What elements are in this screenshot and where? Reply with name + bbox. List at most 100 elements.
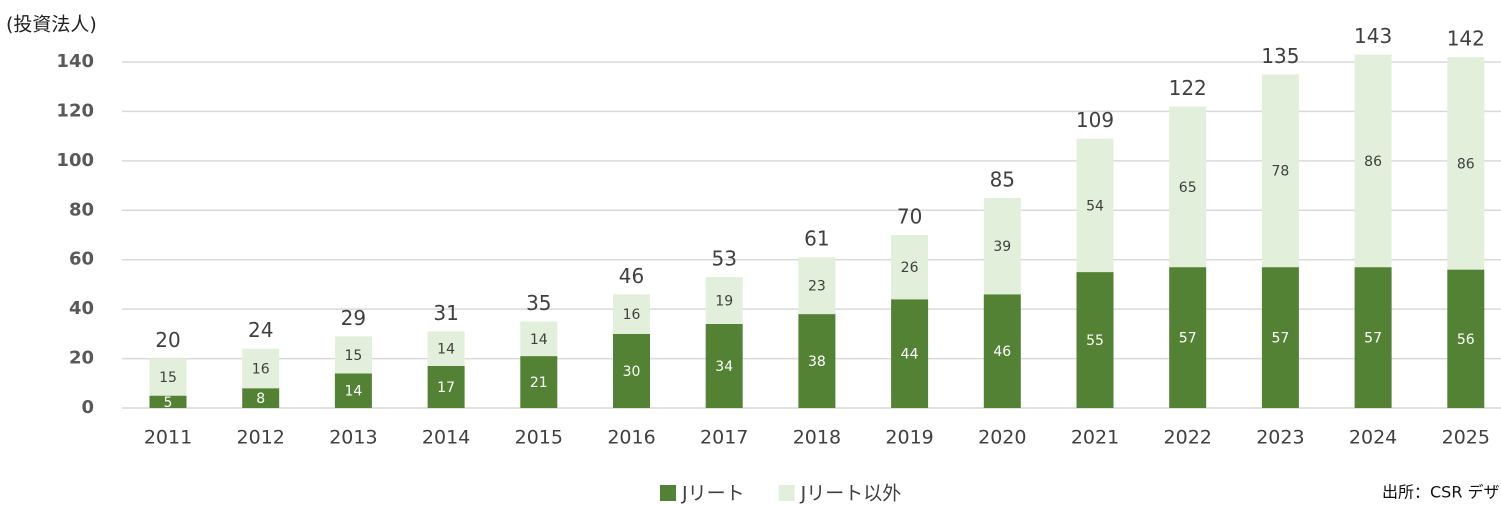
data-label: 30 — [623, 364, 641, 380]
y-tick-label: 80 — [69, 199, 94, 220]
y-tick-label: 100 — [56, 150, 94, 171]
x-tick-label: 2017 — [700, 427, 748, 449]
legend-label: Jリート — [681, 483, 745, 505]
data-label: 38 — [808, 354, 826, 370]
data-label: 15 — [344, 348, 362, 364]
bar-segment — [520, 321, 558, 357]
bar-segment — [427, 331, 465, 366]
bar-segment — [242, 388, 280, 408]
x-tick-label: 2015 — [515, 427, 563, 449]
x-tick-label: 2018 — [793, 427, 841, 449]
bar-segment — [149, 395, 187, 408]
data-label: 16 — [252, 361, 270, 377]
data-label: 56 — [1457, 332, 1475, 348]
x-tick-label: 2019 — [885, 427, 933, 449]
data-label: 39 — [993, 239, 1011, 255]
total-label: 109 — [1076, 108, 1114, 132]
data-label: 23 — [808, 279, 826, 295]
x-tick-label: 2020 — [978, 427, 1026, 449]
x-tick-label: 2023 — [1256, 427, 1304, 449]
legend-swatch — [778, 485, 795, 501]
total-label: 31 — [433, 301, 458, 325]
legend-swatch — [660, 485, 676, 501]
bar-segment — [1261, 267, 1299, 408]
x-tick-label: 2016 — [607, 427, 655, 449]
data-label: 5 — [164, 395, 173, 411]
total-label: 70 — [897, 205, 922, 229]
data-label: 8 — [256, 391, 265, 407]
total-label: 135 — [1261, 44, 1299, 68]
bar-segment — [705, 277, 743, 324]
data-label: 44 — [901, 347, 919, 363]
bar-segment — [1169, 267, 1207, 408]
total-label: 61 — [804, 227, 829, 251]
x-tick-label: 2024 — [1349, 427, 1397, 449]
total-label: 46 — [619, 264, 644, 288]
total-label: 35 — [526, 291, 551, 315]
bar-segment — [705, 323, 743, 408]
x-tick-label: 2012 — [237, 427, 285, 449]
bar-segment — [1076, 272, 1114, 408]
bar-segment — [1447, 269, 1485, 408]
data-label: 14 — [344, 384, 362, 400]
data-label: 17 — [437, 380, 455, 396]
data-label: 16 — [623, 307, 641, 323]
total-label: 20 — [155, 328, 180, 352]
y-tick-label: 120 — [56, 100, 94, 121]
data-label: 21 — [530, 375, 548, 391]
bar-segment — [798, 314, 836, 408]
data-label: 34 — [715, 359, 733, 375]
bar-segment — [1076, 138, 1114, 273]
total-label: 122 — [1169, 76, 1207, 100]
bar-segment — [520, 356, 558, 408]
total-label: 85 — [990, 167, 1015, 191]
total-label: 24 — [248, 318, 273, 342]
source: 出所：CSR デザイ — [1382, 483, 1501, 502]
x-tick-label: 2011 — [144, 427, 192, 449]
data-label: 54 — [1086, 198, 1104, 214]
bar-segment — [613, 333, 650, 408]
data-label: 15 — [159, 370, 177, 386]
bar-segment — [427, 365, 465, 408]
total-label: 142 — [1447, 27, 1485, 51]
bar-segment — [613, 294, 650, 334]
total-label: 143 — [1354, 24, 1392, 48]
data-label: 57 — [1179, 331, 1197, 347]
x-tick-label: 2022 — [1164, 427, 1212, 449]
bar-segment — [1261, 74, 1299, 268]
legend-label: Jリート以外 — [800, 483, 902, 505]
data-label: 26 — [901, 260, 919, 276]
data-label: 14 — [530, 332, 548, 348]
data-label: 55 — [1086, 333, 1104, 349]
bar-segment — [334, 373, 372, 408]
y-tick-label: 60 — [69, 249, 94, 270]
bar-segment — [1169, 106, 1207, 268]
bar-segment — [891, 299, 929, 408]
y-tick-label: 40 — [69, 298, 94, 319]
bar-segment — [1354, 267, 1392, 408]
total-label: 29 — [341, 306, 366, 330]
x-tick-label: 2013 — [329, 427, 377, 449]
bar-segment — [149, 358, 187, 396]
data-label: 86 — [1364, 154, 1382, 170]
bar-segment — [983, 294, 1021, 408]
y-tick-label: 0 — [81, 397, 94, 418]
bar-segment — [891, 235, 929, 300]
bar-segment — [798, 257, 836, 315]
data-label: 65 — [1179, 180, 1197, 196]
y-tick-label: 20 — [69, 348, 94, 369]
x-tick-label: 2014 — [422, 427, 470, 449]
bar-segment — [334, 336, 372, 374]
data-label: 57 — [1364, 331, 1382, 347]
bar-segment — [1447, 57, 1485, 270]
data-label: 14 — [437, 342, 455, 358]
bar-segment — [1354, 54, 1392, 268]
data-label: 19 — [715, 293, 733, 309]
bar-segment — [983, 197, 1021, 295]
bar-segment — [242, 348, 280, 389]
data-label: 46 — [993, 344, 1011, 360]
data-label: 86 — [1457, 156, 1475, 172]
y-tick-label: 140 — [56, 51, 94, 72]
total-label: 53 — [711, 247, 736, 271]
